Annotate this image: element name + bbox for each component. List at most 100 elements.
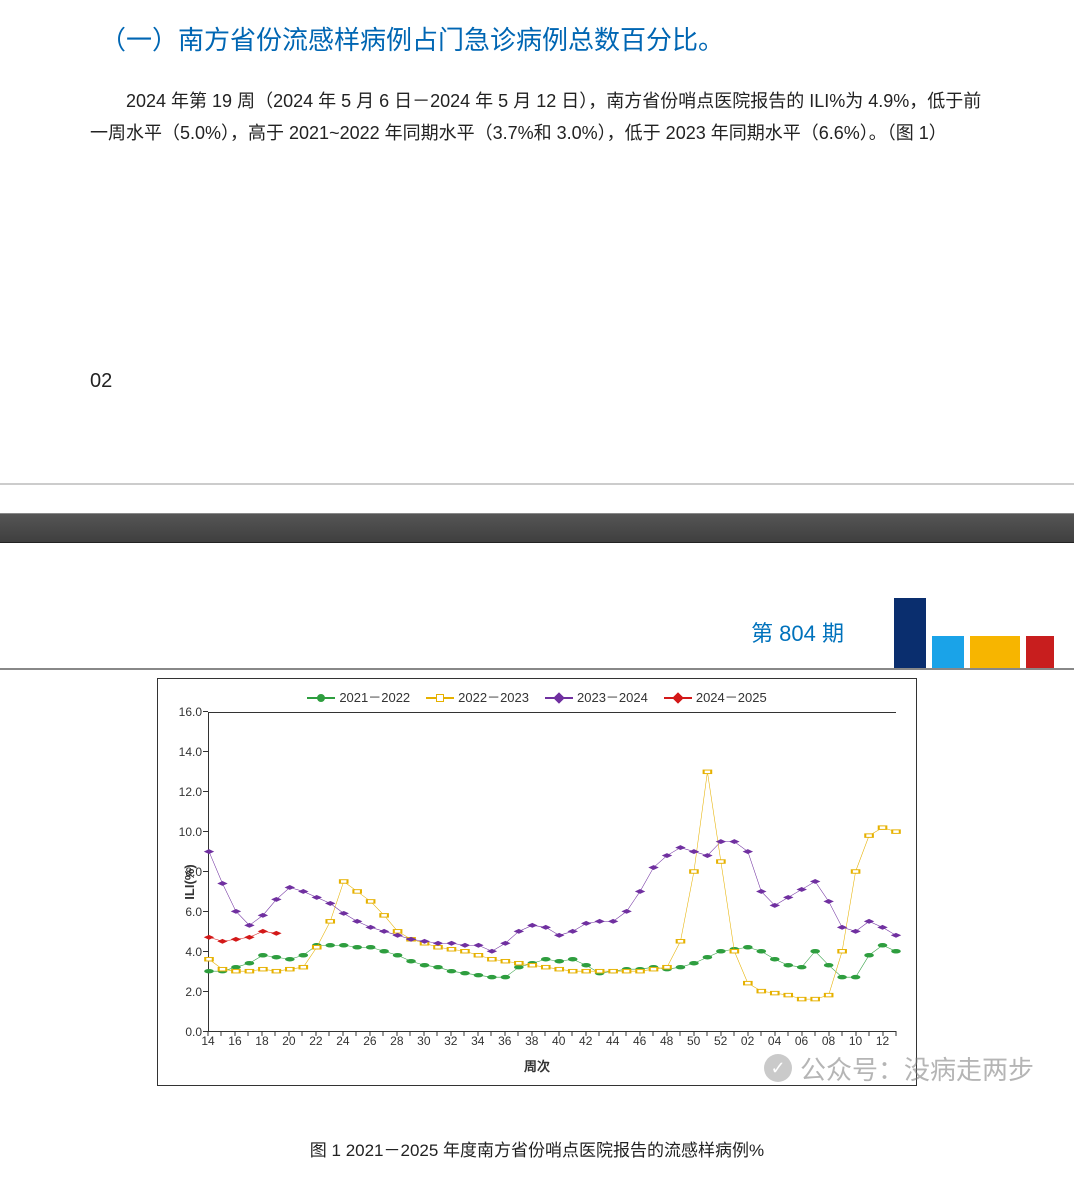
series-marker [798, 997, 806, 1001]
series-marker [690, 870, 698, 874]
series-marker [677, 939, 685, 943]
x-tick-mark [653, 1031, 654, 1036]
series-marker [582, 969, 590, 973]
x-tick-label: 36 [498, 1034, 511, 1048]
x-tick-label: 50 [687, 1034, 700, 1048]
x-tick-label: 24 [336, 1034, 349, 1048]
series-marker [515, 965, 523, 969]
x-tick-label: 32 [444, 1034, 457, 1048]
series-marker [286, 967, 294, 971]
series-marker [232, 969, 240, 973]
y-axis: 0.02.04.06.08.010.012.014.016.0 [168, 712, 208, 1032]
x-tick-label: 34 [471, 1034, 484, 1048]
series-marker [865, 834, 873, 838]
x-tick-label: 12 [876, 1034, 889, 1048]
series-marker [879, 826, 887, 830]
x-tick-label: 22 [309, 1034, 322, 1048]
series-marker [475, 953, 483, 957]
series-marker [219, 881, 227, 885]
series-marker [811, 949, 819, 953]
x-tick-mark [599, 1031, 600, 1036]
series-marker [273, 897, 281, 901]
x-tick-mark [869, 1031, 870, 1036]
x-tick-label: 42 [579, 1034, 592, 1048]
x-tick-label: 08 [822, 1034, 835, 1048]
series-marker [650, 866, 658, 870]
x-axis: 1416182022242628303234363840424446485052… [208, 1032, 896, 1052]
series-marker [448, 947, 456, 951]
series-marker [246, 961, 254, 965]
series-marker [636, 889, 644, 893]
series-marker [326, 943, 334, 947]
series-marker [555, 933, 563, 937]
series-marker [704, 854, 712, 858]
y-tick-label: 6.0 [185, 905, 202, 919]
series-line [209, 931, 276, 941]
x-tick-label: 10 [849, 1034, 862, 1048]
series-marker [529, 963, 537, 967]
series-marker [744, 981, 752, 985]
issue-header: 第 804 期 [0, 598, 1074, 670]
x-tick-label: 40 [552, 1034, 565, 1048]
series-marker [784, 963, 792, 967]
series-marker [232, 937, 240, 941]
series-marker [784, 895, 792, 899]
series-marker [569, 957, 577, 961]
y-tick-label: 0.0 [185, 1025, 202, 1039]
series-marker [286, 885, 294, 889]
color-block [894, 598, 926, 668]
series-marker [219, 939, 227, 943]
x-tick-mark [464, 1031, 465, 1036]
series-marker [434, 941, 442, 945]
series-marker [758, 949, 766, 953]
series-marker [838, 975, 846, 979]
x-tick-mark [896, 1031, 897, 1036]
x-tick-mark [383, 1031, 384, 1036]
series-marker [367, 945, 375, 949]
series-marker [704, 955, 712, 959]
series-marker [892, 949, 900, 953]
series-marker [892, 933, 900, 937]
series-marker [771, 991, 779, 995]
series-marker [852, 975, 860, 979]
series-marker [286, 957, 294, 961]
x-tick-mark [302, 1031, 303, 1036]
x-tick-mark [221, 1031, 222, 1036]
x-tick-label: 18 [255, 1034, 268, 1048]
series-marker [731, 840, 739, 844]
x-tick-mark [842, 1031, 843, 1036]
x-tick-mark [707, 1031, 708, 1036]
series-marker [609, 919, 617, 923]
series-marker [892, 830, 900, 834]
series-marker [434, 965, 442, 969]
x-tick-mark [680, 1031, 681, 1036]
x-tick-label: 28 [390, 1034, 403, 1048]
series-marker [596, 969, 604, 973]
series-marker [394, 929, 402, 933]
series-marker [542, 957, 550, 961]
series-marker [717, 860, 725, 864]
legend-item: 2023－2024 [545, 690, 648, 705]
series-marker [663, 965, 671, 969]
series-marker [704, 770, 712, 774]
x-tick-mark [626, 1031, 627, 1036]
series-marker [582, 921, 590, 925]
color-block [1026, 636, 1054, 668]
series-marker [825, 899, 833, 903]
x-tick-label: 38 [525, 1034, 538, 1048]
series-marker [542, 965, 550, 969]
y-tick-label: 12.0 [179, 785, 202, 799]
x-tick-label: 44 [606, 1034, 619, 1048]
series-line [209, 841, 896, 951]
x-tick-mark [572, 1031, 573, 1036]
y-tick-label: 10.0 [179, 825, 202, 839]
series-marker [811, 879, 819, 883]
series-marker [690, 961, 698, 965]
x-tick-label: 20 [282, 1034, 295, 1048]
chart-figure-1: 2021－20222022－20232023－20242024－2025 ILI… [157, 678, 917, 1161]
x-tick-label: 52 [714, 1034, 727, 1048]
series-marker [852, 870, 860, 874]
x-tick-label: 16 [228, 1034, 241, 1048]
series-marker [623, 909, 631, 913]
y-tick-label: 8.0 [185, 865, 202, 879]
